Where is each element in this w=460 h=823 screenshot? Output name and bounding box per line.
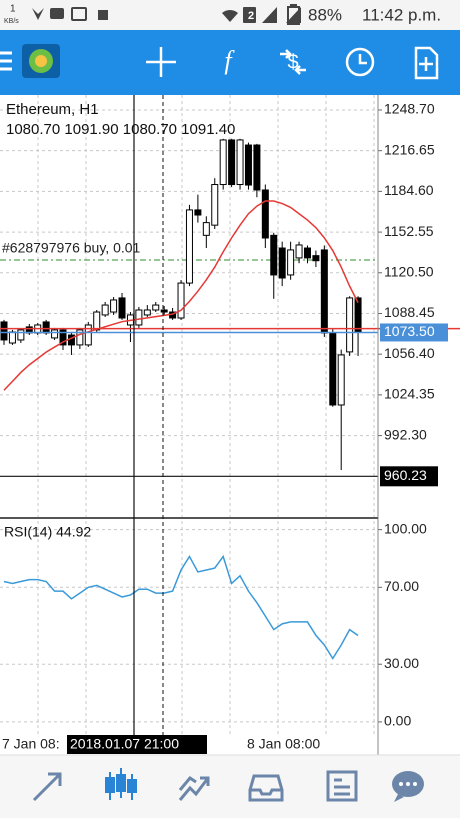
y-tick-label: 1088.45 bbox=[384, 304, 435, 320]
candle-body bbox=[354, 297, 362, 333]
y-tick-label: 1152.55 bbox=[384, 223, 434, 239]
crosshair-price-box bbox=[380, 466, 438, 487]
y-tick-label: 0.00 bbox=[384, 713, 411, 729]
net-speed: 1 bbox=[10, 4, 16, 15]
candle-body bbox=[236, 139, 244, 186]
candle-body bbox=[42, 321, 50, 334]
nav-trade[interactable] bbox=[178, 776, 210, 801]
crosshair-time: 2018.01.07 21:00 bbox=[70, 736, 179, 752]
candle-body bbox=[185, 209, 193, 284]
y-tick-label: 70.00 bbox=[384, 578, 419, 594]
y-tick-label: 1024.35 bbox=[384, 386, 435, 402]
y-tick-label: 100.00 bbox=[384, 520, 427, 536]
candle-body bbox=[118, 297, 126, 319]
rsi-line bbox=[3, 554, 359, 660]
candle-body bbox=[261, 189, 269, 239]
candle-body bbox=[211, 184, 219, 226]
nav-chart[interactable] bbox=[105, 768, 137, 800]
menu-button[interactable] bbox=[0, 51, 12, 71]
candle-body bbox=[135, 309, 143, 326]
candle-body bbox=[101, 304, 109, 316]
crosshair-button[interactable] bbox=[146, 47, 176, 77]
candle-body bbox=[51, 329, 59, 339]
new-order-button[interactable] bbox=[414, 46, 439, 80]
moving-average bbox=[3, 200, 359, 391]
price-box bbox=[380, 323, 448, 342]
candle-body bbox=[202, 222, 210, 236]
candle-body bbox=[329, 332, 337, 406]
candle-body bbox=[177, 282, 185, 319]
candle-body bbox=[287, 249, 295, 276]
current-price: 1073.50 bbox=[384, 323, 435, 339]
symbol-label: Ethereum, H1 bbox=[6, 101, 99, 118]
candle-body bbox=[0, 321, 8, 341]
candle-body bbox=[219, 139, 227, 186]
candle-body bbox=[303, 247, 311, 259]
candle-body bbox=[8, 331, 16, 344]
rsi-label: RSI(14) 44.92 bbox=[4, 524, 91, 540]
toolbar bbox=[0, 30, 460, 95]
trade-button[interactable]: $ bbox=[280, 49, 306, 75]
candle-body bbox=[76, 329, 84, 346]
y-tick-label: 30.00 bbox=[384, 655, 419, 671]
candle-body bbox=[160, 309, 168, 313]
candle-body bbox=[337, 354, 345, 406]
y-tick-label: 992.30 bbox=[384, 426, 427, 442]
chart-area: 1248.70 1216.65 1184.60 1152.55 1120.50 1088.… bbox=[0, 95, 460, 754]
x-tick-label: 7 Jan 08: bbox=[2, 736, 60, 752]
y-tick-label: 1216.65 bbox=[384, 141, 435, 157]
nav-messages[interactable] bbox=[392, 771, 424, 802]
candle-body bbox=[320, 249, 328, 334]
net-unit: KB/s bbox=[4, 18, 19, 25]
bottom-nav bbox=[0, 755, 460, 818]
candle-body bbox=[228, 139, 236, 186]
indicators-button[interactable]: f bbox=[224, 46, 235, 75]
candle-body bbox=[59, 329, 67, 346]
candle-body bbox=[253, 144, 261, 191]
candle-body bbox=[84, 324, 92, 346]
nav-history[interactable] bbox=[248, 774, 284, 802]
y-tick-label: 1056.40 bbox=[384, 345, 435, 361]
y-tick-label: 1248.70 bbox=[384, 101, 435, 117]
candle-body bbox=[295, 244, 303, 259]
crosshair-price: 960.23 bbox=[384, 467, 427, 483]
svg-text:$: $ bbox=[287, 51, 298, 73]
candle-body bbox=[110, 299, 118, 313]
clock: 11:42 p.m. bbox=[362, 5, 441, 24]
candle-body bbox=[17, 329, 25, 341]
nav-news[interactable] bbox=[326, 770, 358, 802]
candle-body bbox=[278, 247, 286, 279]
app-logo[interactable] bbox=[22, 44, 60, 78]
timeframe-button[interactable] bbox=[345, 47, 375, 77]
status-icons bbox=[32, 4, 301, 25]
candle-body bbox=[93, 311, 101, 331]
candle-body bbox=[143, 309, 151, 316]
candle-body bbox=[346, 297, 354, 353]
candle-body bbox=[152, 304, 160, 311]
candle-body bbox=[244, 144, 252, 186]
x-tick-label: 8 Jan 08:00 bbox=[247, 736, 320, 752]
sim-number: 2 bbox=[248, 10, 254, 22]
battery: 88% bbox=[308, 5, 342, 24]
candle-body bbox=[270, 234, 278, 276]
ohlc-label: 1080.70 1091.90 1080.70 1091.40 bbox=[6, 121, 235, 138]
y-tick-label: 1184.60 bbox=[384, 182, 434, 198]
crosshair-time-box bbox=[67, 735, 207, 754]
y-tick-label: 1120.50 bbox=[384, 263, 434, 279]
candle-body bbox=[194, 209, 202, 216]
order-label: #628797976 buy, 0.01 bbox=[2, 240, 141, 256]
nav-quotes[interactable] bbox=[32, 772, 62, 802]
candle-body bbox=[312, 255, 320, 262]
